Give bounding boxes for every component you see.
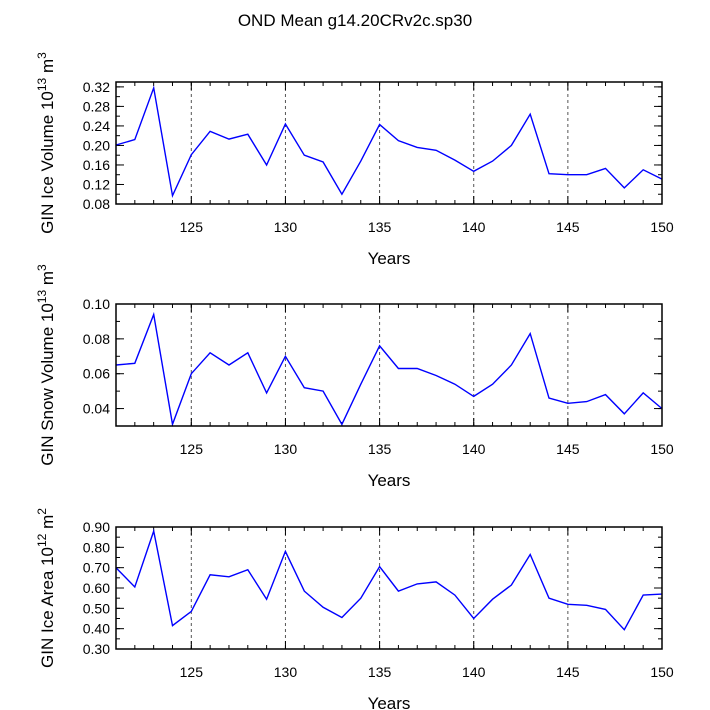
panel-1-series-line — [115, 85, 663, 199]
panel-2-series-line — [115, 311, 663, 427]
panel-3-x-tick-label: 150 — [650, 664, 674, 680]
panel-1-x-axis-label: Years — [368, 249, 411, 268]
panel-1-x-tick-label: 145 — [556, 219, 580, 235]
panel-2-x-tick-label: 130 — [274, 441, 298, 457]
panel-2-x-tick-label: 125 — [180, 441, 204, 457]
panel-2-x-tick-label: 145 — [556, 441, 580, 457]
panel-1-plot-frame — [115, 81, 663, 205]
panel-3-x-tick-label: 130 — [274, 664, 298, 680]
panel-3-y-tick-label: 0.70 — [83, 560, 110, 576]
panel-1-y-tick-label: 0.20 — [83, 137, 110, 153]
panel-1-y-tick-label: 0.32 — [83, 79, 110, 95]
panel-3-y-tick-label: 0.60 — [83, 580, 110, 596]
panel-2-y-axis-label: GIN Snow Volume 1013 m3 — [35, 264, 57, 466]
panel-3-y-axis-label: GIN Ice Area 1012 m2 — [35, 508, 57, 668]
panel-2-y-tick-label: 0.06 — [83, 366, 110, 382]
panel-3-y-tick-label: 0.40 — [83, 621, 110, 637]
panel-2-plot-frame — [115, 303, 663, 427]
panel-2-x-tick-label: 140 — [462, 441, 486, 457]
panel-1-x-tick-label: 125 — [180, 219, 204, 235]
panel-3-y-tick-label: 0.80 — [83, 539, 110, 555]
panel-3-x-tick-label: 140 — [462, 664, 486, 680]
panel-3-y-tick-label: 0.50 — [83, 600, 110, 616]
panel-1-y-tick-label: 0.08 — [83, 196, 110, 212]
panel-1-y-tick-label: 0.24 — [83, 118, 110, 134]
panel-3-series-line — [115, 528, 663, 631]
panel-2-x-axis-label: Years — [368, 471, 411, 490]
panel-2-x-tick-label: 150 — [650, 441, 674, 457]
panel-3-x-tick-label: 125 — [180, 664, 204, 680]
panel-3-plot-frame — [115, 526, 663, 650]
panel-1-x-tick-label: 130 — [274, 219, 298, 235]
panel-2-y-tick-label: 0.04 — [83, 401, 110, 417]
panel-3-y-tick-label: 0.30 — [83, 641, 110, 657]
figure-title: OND Mean g14.20CRv2c.sp30 — [238, 11, 472, 30]
panel-3-x-tick-label: 135 — [368, 664, 392, 680]
panel-1-y-axis-label: GIN Ice Volume 1013 m3 — [35, 52, 57, 234]
panel-1-x-tick-label: 150 — [650, 219, 674, 235]
panel-3-x-axis-label: Years — [368, 694, 411, 710]
panel-1-y-tick-label: 0.28 — [83, 98, 110, 114]
panel-1-y-tick-label: 0.16 — [83, 157, 110, 173]
panel-2-y-tick-label: 0.10 — [83, 296, 110, 312]
panel-1-x-tick-label: 140 — [462, 219, 486, 235]
panel-1-y-tick-label: 0.12 — [83, 176, 110, 192]
panel-3-y-tick-label: 0.90 — [83, 519, 110, 535]
panel-2-x-tick-label: 135 — [368, 441, 392, 457]
panel-1-x-tick-label: 135 — [368, 219, 392, 235]
panel-2-y-tick-label: 0.08 — [83, 331, 110, 347]
panel-3-x-tick-label: 145 — [556, 664, 580, 680]
